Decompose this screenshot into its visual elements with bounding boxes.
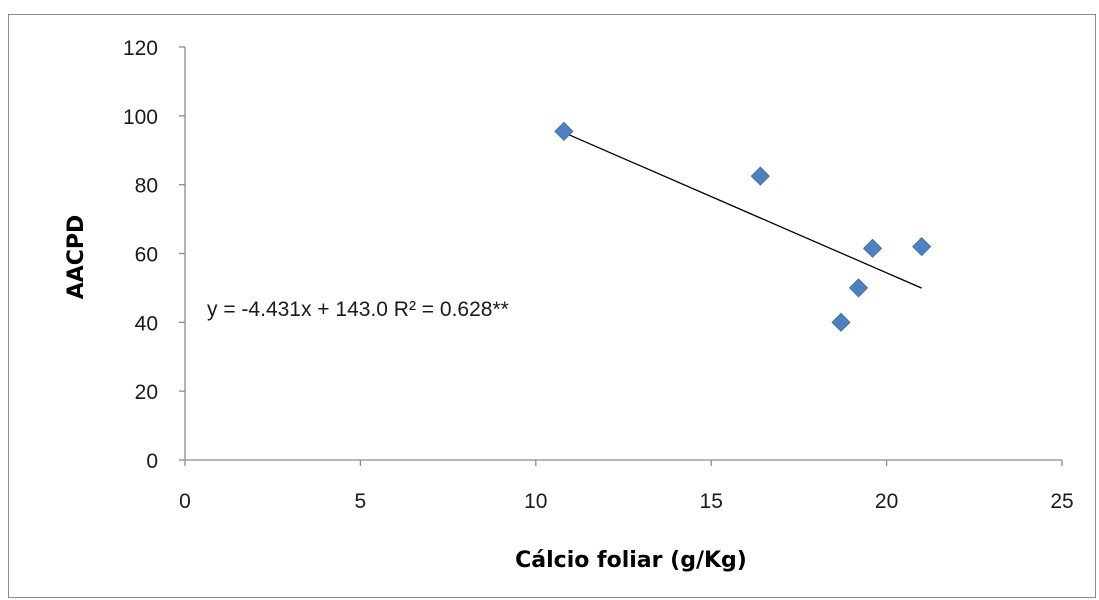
x-tick-label: 15 <box>700 490 723 513</box>
y-axis-title: AACPD <box>64 215 89 300</box>
data-point <box>848 278 869 298</box>
y-tick-label: 20 <box>135 381 158 404</box>
x-ticks: 0 5 10 15 20 25 <box>179 460 1074 513</box>
x-tick-label: 5 <box>355 490 367 513</box>
x-tick-label: 25 <box>1050 490 1073 513</box>
data-point <box>750 166 770 186</box>
chart-frame <box>8 14 1096 598</box>
y-tick-label: 100 <box>123 106 158 129</box>
data-point <box>912 237 932 257</box>
x-tick-label: 0 <box>179 490 191 513</box>
regression-equation: y = -4.431x + 143.0 R² = 0.628** <box>207 298 509 321</box>
y-tick-label: 60 <box>135 244 158 267</box>
x-tick-label: 20 <box>875 490 898 513</box>
x-tick-label: 10 <box>524 490 547 513</box>
data-point <box>554 121 574 141</box>
y-tick-label: 120 <box>123 37 158 60</box>
y-tick-label: 40 <box>135 312 158 335</box>
x-axis-title: Cálcio foliar (g/Kg) <box>515 548 747 573</box>
data-point <box>831 312 851 332</box>
axes <box>184 47 1062 461</box>
trendline <box>563 131 922 289</box>
trendline-layer <box>563 131 922 289</box>
y-ticks: 0 20 40 60 80 100 120 <box>123 37 185 473</box>
data-points <box>554 121 932 332</box>
data-point <box>863 238 883 258</box>
y-tick-label: 80 <box>135 175 158 198</box>
y-tick-label: 0 <box>146 450 158 473</box>
